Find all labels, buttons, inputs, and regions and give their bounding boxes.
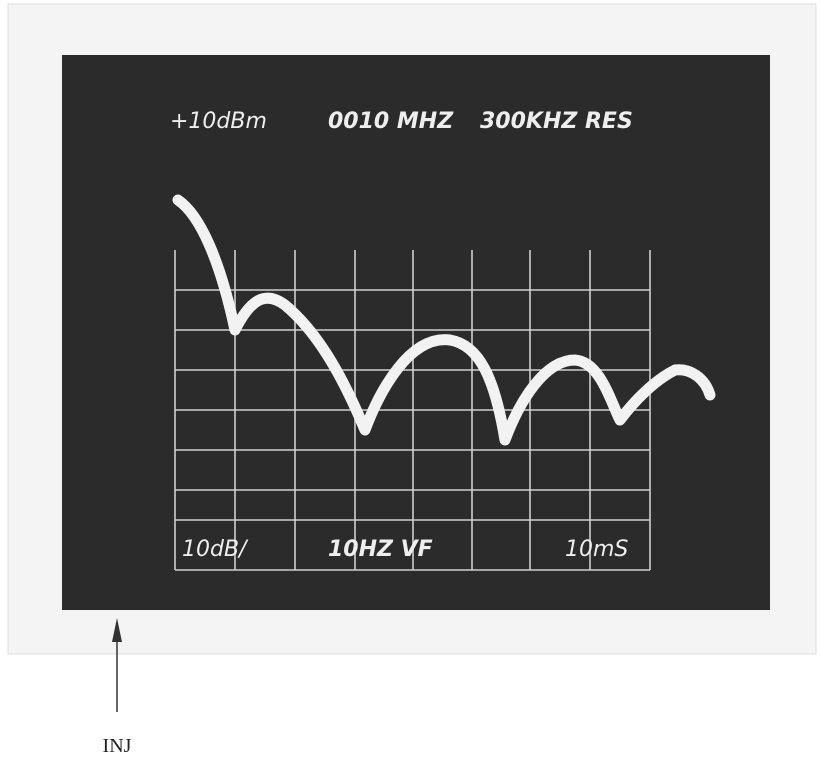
bottom-label: 10mS (565, 537, 628, 562)
top-label: +10dBm (170, 109, 267, 134)
annotation-label: INJ (103, 735, 132, 757)
bottom-label: 10HZ VF (328, 537, 433, 562)
top-label: 0010 MHZ (328, 109, 454, 134)
bottom-label: 10dB/ (182, 537, 249, 562)
top-label: 300KHZ RES (480, 109, 633, 134)
screen (62, 55, 770, 610)
figure: +10dBm 0010 MHZ 300KHZ RES 10dB/ 10HZ VF… (0, 0, 821, 776)
